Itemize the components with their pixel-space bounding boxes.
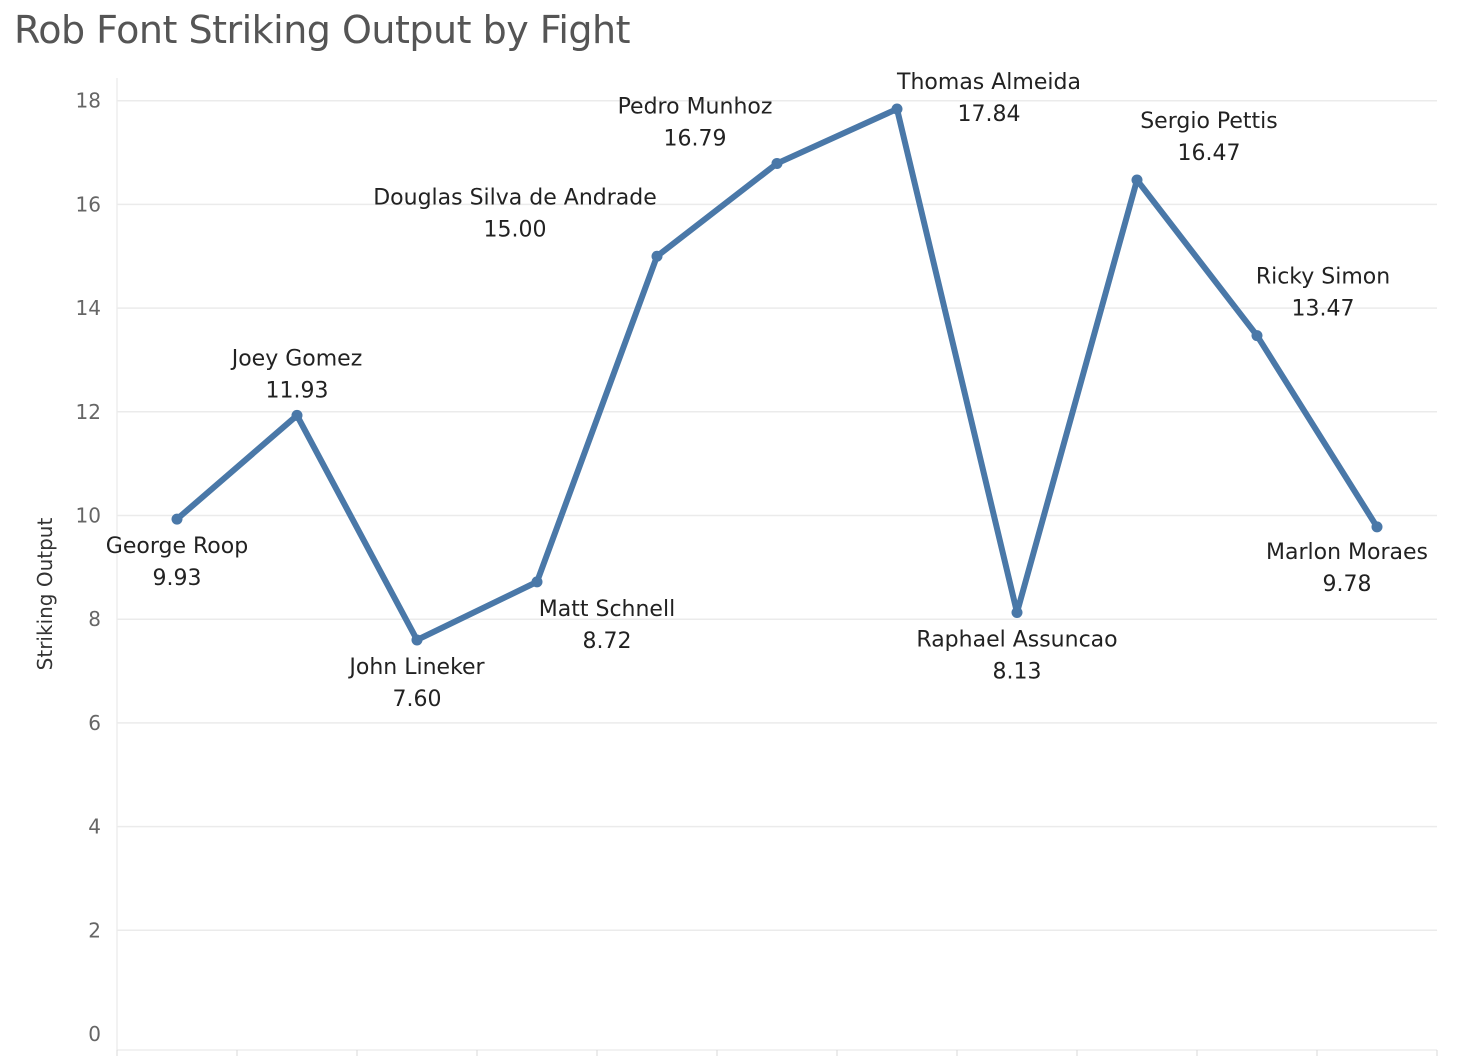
data-label-name: Thomas Almeida (896, 70, 1081, 95)
data-point (1011, 606, 1023, 618)
data-label-value: 13.47 (1292, 297, 1355, 322)
data-label-name: Douglas Silva de Andrade (373, 185, 657, 210)
data-point (651, 250, 663, 262)
data-label-name: Matt Schnell (539, 597, 675, 622)
data-label-value: 8.72 (583, 629, 632, 654)
data-label-name: Ricky Simon (1256, 265, 1390, 290)
data-label-name: Joey Gomez (230, 346, 363, 371)
y-tick-label: 4 (88, 815, 101, 839)
data-label-name: Raphael Assuncao (916, 627, 1117, 652)
y-tick-label: 6 (88, 711, 101, 735)
data-label-value: 8.13 (993, 659, 1042, 684)
y-tick-label: 0 (88, 1022, 101, 1046)
chart-title: Rob Font Striking Output by Fight (14, 8, 631, 52)
data-point (531, 576, 543, 588)
data-label-name: Marlon Moraes (1266, 540, 1428, 565)
data-label-value: 15.00 (484, 217, 547, 242)
data-point (891, 103, 903, 115)
data-point (1251, 330, 1263, 342)
data-label-value: 17.84 (958, 102, 1021, 127)
y-tick-label: 16 (76, 192, 101, 216)
data-label-value: 16.79 (664, 126, 727, 151)
data-label-name: John Lineker (347, 655, 485, 680)
data-point (771, 157, 783, 169)
y-tick-label: 8 (88, 607, 101, 631)
data-label-name: George Roop (106, 534, 248, 559)
y-tick-label: 14 (76, 296, 101, 320)
data-point (1131, 174, 1143, 186)
data-point (171, 513, 183, 525)
y-tick-label: 12 (76, 400, 101, 424)
series-line (174, 105, 1380, 643)
data-label-name: Sergio Pettis (1140, 109, 1278, 134)
y-tick-label: 2 (88, 918, 101, 942)
data-label-value: 9.93 (153, 566, 202, 591)
data-label-name: Pedro Munhoz (618, 94, 773, 119)
data-point (1371, 521, 1383, 533)
data-label-value: 7.60 (393, 687, 442, 712)
data-point (291, 409, 303, 421)
y-axis-title: Striking Output (33, 518, 57, 671)
data-label-value: 9.78 (1323, 572, 1372, 597)
y-tick-label: 18 (76, 89, 101, 113)
y-tick-label: 10 (76, 504, 101, 528)
data-point (411, 634, 423, 646)
data-label-value: 16.47 (1178, 141, 1241, 166)
data-label-value: 11.93 (266, 378, 329, 403)
